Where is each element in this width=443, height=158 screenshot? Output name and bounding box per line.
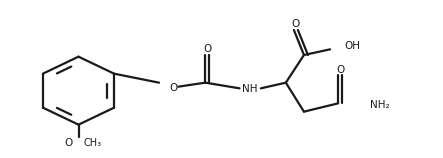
Text: NH: NH — [242, 84, 257, 94]
Text: OH: OH — [344, 41, 360, 51]
Text: O: O — [336, 65, 344, 75]
Text: O: O — [203, 44, 211, 54]
Text: O: O — [65, 138, 73, 148]
Text: NH₂: NH₂ — [370, 100, 390, 110]
Text: CH₃: CH₃ — [83, 138, 101, 148]
Text: O: O — [169, 83, 177, 93]
Text: O: O — [292, 19, 300, 29]
